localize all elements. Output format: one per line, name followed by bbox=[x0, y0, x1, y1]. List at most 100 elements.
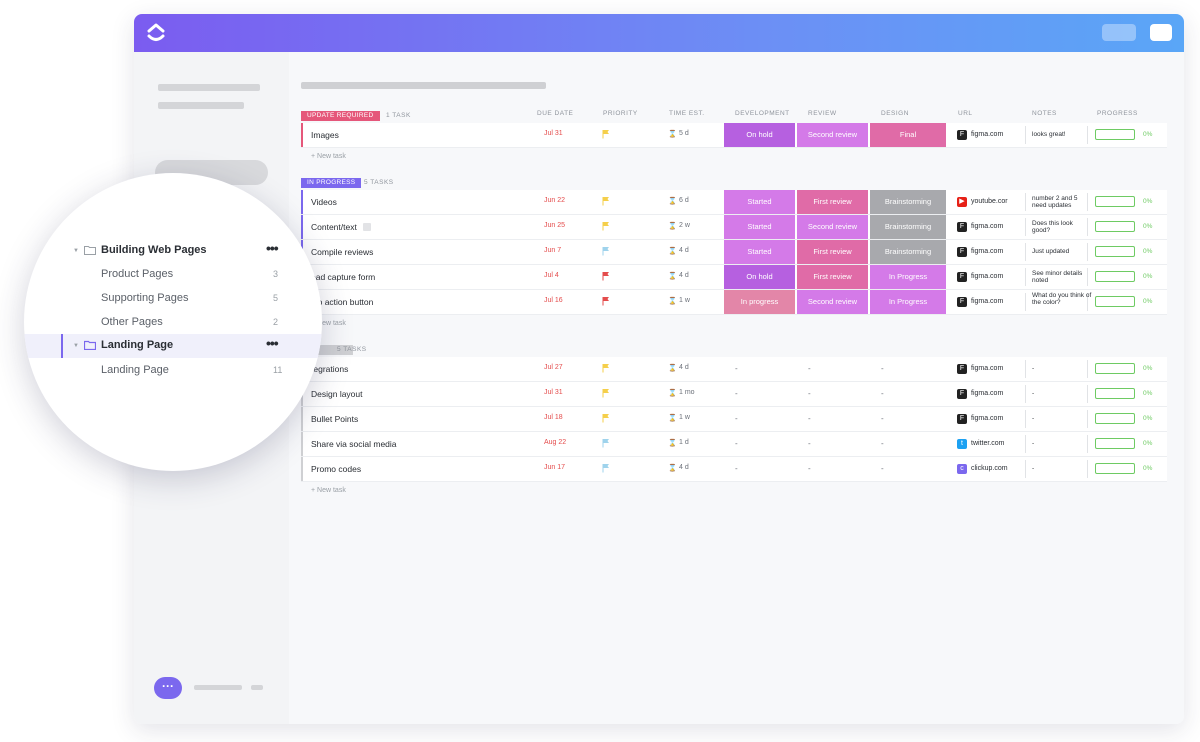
due-date[interactable]: Jul 27 bbox=[544, 364, 563, 371]
priority-flag-icon[interactable] bbox=[602, 246, 610, 256]
due-date[interactable]: Jun 22 bbox=[544, 197, 566, 204]
col-header-time-est[interactable]: TIME EST. bbox=[669, 110, 705, 117]
progress-bar[interactable] bbox=[1095, 296, 1135, 307]
time-estimate[interactable]: 5 d bbox=[679, 130, 689, 137]
task-name[interactable]: Images bbox=[311, 130, 339, 140]
url-link[interactable]: figma.com bbox=[971, 298, 1004, 305]
time-estimate[interactable]: 1 w bbox=[679, 414, 690, 421]
col-header-development[interactable]: DEVELOPMENT bbox=[735, 110, 790, 117]
design-status[interactable]: - bbox=[881, 464, 884, 473]
design-status[interactable]: - bbox=[881, 389, 884, 398]
topbar-control[interactable] bbox=[1102, 24, 1136, 41]
development-status[interactable]: - bbox=[735, 464, 738, 473]
due-date[interactable]: Jun 17 bbox=[544, 464, 566, 471]
status-badge[interactable]: IN PROGRESS bbox=[301, 178, 362, 188]
folder-building-web-pages[interactable]: ▼ Building Web Pages ••• bbox=[24, 239, 322, 263]
notes-cell[interactable]: - bbox=[1032, 465, 1035, 472]
notes-cell[interactable]: number 2 and 5 need updates bbox=[1032, 195, 1078, 209]
priority-flag-icon[interactable] bbox=[602, 463, 610, 473]
time-estimate[interactable]: 4 d bbox=[679, 247, 689, 254]
review-status[interactable]: - bbox=[808, 364, 811, 373]
review-status[interactable]: - bbox=[808, 414, 811, 423]
url-link[interactable]: figma.com bbox=[971, 415, 1004, 422]
priority-flag-icon[interactable] bbox=[602, 363, 610, 373]
notes-cell[interactable]: Does this look good? bbox=[1032, 220, 1073, 234]
development-status[interactable]: Started bbox=[724, 215, 795, 239]
col-header-design[interactable]: DESIGN bbox=[881, 110, 909, 117]
priority-flag-icon[interactable] bbox=[602, 388, 610, 398]
notes-cell[interactable]: - bbox=[1032, 390, 1035, 397]
priority-flag-icon[interactable] bbox=[602, 221, 610, 231]
sidebar-item-product-pages[interactable]: Product Pages 3 bbox=[24, 263, 322, 287]
time-estimate[interactable]: 6 d bbox=[679, 197, 689, 204]
notes-cell[interactable]: looks great! bbox=[1032, 131, 1066, 138]
time-estimate[interactable]: 4 d bbox=[679, 464, 689, 471]
priority-flag-icon[interactable] bbox=[602, 413, 610, 423]
task-name[interactable]: ead capture form bbox=[311, 272, 375, 282]
progress-bar[interactable] bbox=[1095, 363, 1135, 374]
progress-bar[interactable] bbox=[1095, 221, 1135, 232]
progress-bar[interactable] bbox=[1095, 438, 1135, 449]
design-status[interactable]: - bbox=[881, 439, 884, 448]
priority-flag-icon[interactable] bbox=[602, 271, 610, 281]
progress-bar[interactable] bbox=[1095, 413, 1135, 424]
progress-bar[interactable] bbox=[1095, 463, 1135, 474]
design-status[interactable]: In Progress bbox=[870, 265, 946, 289]
review-status[interactable]: First review bbox=[797, 265, 868, 289]
col-header-notes[interactable]: NOTES bbox=[1032, 110, 1057, 117]
progress-bar[interactable] bbox=[1095, 388, 1135, 399]
attachment-icon[interactable] bbox=[362, 223, 371, 231]
col-header-progress[interactable]: PROGRESS bbox=[1097, 110, 1138, 117]
task-row[interactable]: Videos Jun 22 ⌛ 6 d Started First review Brain… bbox=[301, 190, 1167, 215]
chat-icon[interactable]: ··· bbox=[154, 677, 182, 699]
design-status[interactable]: Brainstorming bbox=[870, 215, 946, 239]
col-header-due-date[interactable]: DUE DATE bbox=[537, 110, 574, 117]
due-date[interactable]: Jul 31 bbox=[544, 130, 563, 137]
task-row[interactable]: Compile reviews Jun 7 ⌛ 4 d Started First rev… bbox=[301, 240, 1167, 265]
development-status[interactable]: - bbox=[735, 364, 738, 373]
review-status[interactable]: Second review bbox=[797, 215, 868, 239]
col-header-url[interactable]: URL bbox=[958, 110, 973, 117]
more-options-icon[interactable]: ••• bbox=[266, 240, 279, 256]
review-status[interactable]: Second review bbox=[797, 290, 868, 314]
more-options-icon[interactable]: ••• bbox=[266, 335, 279, 351]
task-row[interactable]: l to action button Jul 16 ⌛ 1 w In progress S… bbox=[301, 290, 1167, 315]
folder-landing-page[interactable]: ▼ Landing Page ••• bbox=[24, 334, 322, 358]
development-status[interactable]: In progress bbox=[724, 290, 795, 314]
time-estimate[interactable]: 1 w bbox=[679, 297, 690, 304]
review-status[interactable]: First review bbox=[797, 190, 868, 214]
task-row[interactable]: Images Jul 31 ⌛ 5 d On hold Second review Fina… bbox=[301, 123, 1167, 148]
clickup-logo-icon[interactable] bbox=[142, 19, 170, 47]
task-row[interactable]: Share via social media Aug 22 ⌛ 1 d - - - t twit… bbox=[301, 432, 1167, 457]
priority-flag-icon[interactable] bbox=[602, 296, 610, 306]
task-name[interactable]: l to action button bbox=[311, 297, 373, 307]
status-badge[interactable]: UPDATE REQUIRED bbox=[301, 111, 380, 121]
task-row[interactable]: Content/text Jun 25 ⌛ 2 w Started Second revi… bbox=[301, 215, 1167, 240]
notes-cell[interactable]: - bbox=[1032, 440, 1035, 447]
development-status[interactable]: Started bbox=[724, 190, 795, 214]
new-task-button[interactable]: + New task bbox=[311, 487, 346, 494]
sidebar-item-landing-page[interactable]: Landing Page 11 bbox=[24, 359, 322, 383]
task-name[interactable]: tegrations bbox=[311, 364, 348, 374]
design-status[interactable]: - bbox=[881, 364, 884, 373]
development-status[interactable]: On hold bbox=[724, 265, 795, 289]
progress-bar[interactable] bbox=[1095, 196, 1135, 207]
due-date[interactable]: Jun 25 bbox=[544, 222, 566, 229]
task-row[interactable]: Promo codes Jun 17 ⌛ 4 d - - - c clickup.com - 0% bbox=[301, 457, 1167, 482]
url-link[interactable]: figma.com bbox=[971, 131, 1004, 138]
review-status[interactable]: First review bbox=[797, 240, 868, 264]
design-status[interactable]: Brainstorming bbox=[870, 190, 946, 214]
design-status[interactable]: Brainstorming bbox=[870, 240, 946, 264]
priority-flag-icon[interactable] bbox=[602, 129, 610, 139]
review-status[interactable]: - bbox=[808, 389, 811, 398]
caret-down-icon[interactable]: ▼ bbox=[73, 343, 79, 349]
time-estimate[interactable]: 1 mo bbox=[679, 389, 695, 396]
review-status[interactable]: - bbox=[808, 464, 811, 473]
development-status[interactable]: - bbox=[735, 414, 738, 423]
due-date[interactable]: Jun 7 bbox=[544, 247, 562, 254]
priority-flag-icon[interactable] bbox=[602, 438, 610, 448]
development-status[interactable]: - bbox=[735, 439, 738, 448]
